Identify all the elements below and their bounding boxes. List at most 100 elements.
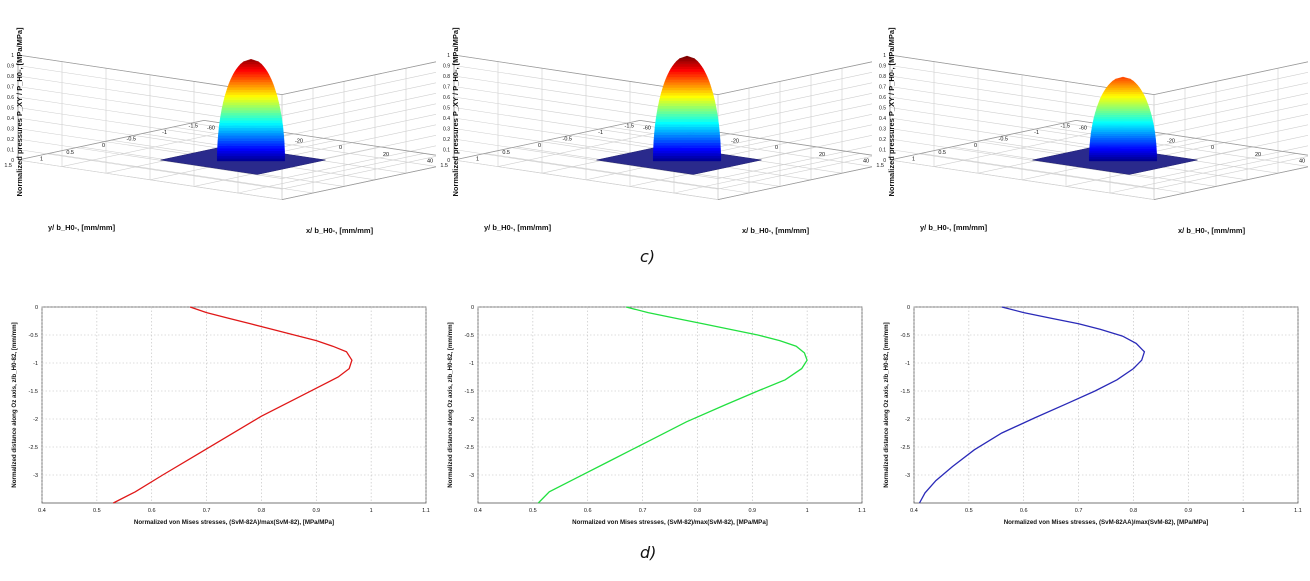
dome-band (655, 118, 719, 122)
dome-band (679, 55, 695, 59)
x-tick-label: -20 (1167, 139, 1175, 145)
y-tick-label: -0.5 (999, 137, 1008, 143)
dome-band (217, 135, 285, 139)
y-tick-label: -1.5 (1061, 123, 1070, 129)
dome-band (667, 71, 707, 75)
dome-band (1090, 131, 1156, 134)
x-tick-label: 0.4 (38, 508, 46, 514)
line-plot-1-canvas: 0.4 0.5 0.6 0.7 0.8 0.9 1 1.1 0 -0.5 -1 -1.5 -2 -2.5 -… (11, 305, 430, 526)
z-tick-label: 0.9 (7, 64, 14, 70)
z-tick-label: 0.9 (879, 64, 886, 70)
y-tick-label: -0.5 (465, 333, 474, 339)
y-tick-label: -1.5 (465, 389, 474, 395)
x-tick-label: 0 (775, 145, 778, 151)
z-tick-label: 0.8 (7, 74, 14, 80)
y-tick-label: -2.5 (901, 445, 910, 451)
dome-band (658, 100, 716, 104)
y-tick-label: 0.5 (66, 150, 74, 156)
x-tick-label: 1 (370, 508, 373, 514)
x-tick-label: 0.6 (1020, 508, 1028, 514)
x-axis-label: x/ b_H0-, [mm/mm] (742, 226, 810, 235)
dome-band (659, 95, 715, 99)
y-tick-label: 1 (40, 156, 43, 162)
x-tick-label: 0.8 (1130, 508, 1138, 514)
x-tick-label: 0.5 (965, 508, 973, 514)
dome-band (1104, 87, 1142, 90)
dome-band (1107, 83, 1139, 86)
x-tick-label: 0.9 (1184, 508, 1192, 514)
z-tick-label: 0.3 (879, 127, 886, 133)
y-axis-label: y/ b_H0-, [mm/mm] (48, 223, 116, 232)
y-tick-label: -1.5 (901, 389, 910, 395)
dome-band (223, 97, 279, 101)
axis-edge (889, 120, 1077, 161)
y-tick-label: -1 (469, 361, 474, 367)
y-tick-label: -3 (469, 473, 474, 479)
dome-band (1103, 89, 1143, 92)
y-tick-label: -1.5 (625, 123, 634, 129)
dome-band (1095, 110, 1151, 113)
dome-band (1091, 129, 1155, 132)
z-tick-label: 0.3 (7, 127, 14, 133)
x-tick-label: 20 (1255, 152, 1261, 158)
axis-edge (1153, 61, 1308, 95)
dome-band (1096, 106, 1150, 109)
dome-band (1089, 146, 1157, 149)
x-tick-label: 0.4 (910, 508, 918, 514)
dome-band (234, 69, 268, 73)
dome-band (219, 120, 283, 124)
y-axis-label: Normalized distance along Oz axis, z/b_H… (11, 322, 18, 487)
dome-band (1089, 143, 1157, 147)
line-plot-axes: 0.4 0.5 0.6 0.7 0.8 0.9 1 1.1 0 -0.5 -1 -1.5 -2 -2.5 -… (883, 305, 1302, 526)
y-axis-label: Normalized distance along Oz axis, z/b_H… (447, 322, 454, 487)
dome-band (661, 89, 713, 94)
z-tick-label: 1 (883, 53, 886, 59)
z-tick-label: 0.6 (7, 95, 14, 101)
dome-band (653, 145, 721, 149)
y-tick-label: -2 (469, 417, 474, 423)
z-axis-label: Normalized pressures P_XY / P_H0-, [MPa/… (451, 27, 460, 197)
plot-frame (913, 306, 1299, 504)
axis-edge (1153, 166, 1308, 200)
z-tick-label: 0.6 (443, 95, 450, 101)
y-tick-label: 0 (35, 305, 38, 311)
line-plot-3-canvas: 0.4 0.5 0.6 0.7 0.8 0.9 1 1.1 0 -0.5 -1 -1.5 -2 -2.5 -… (883, 305, 1302, 526)
z-tick-label: 0.1 (443, 148, 450, 154)
dome-band (218, 132, 284, 136)
grid-line (920, 153, 1186, 194)
line-plot-axes: 0.4 0.5 0.6 0.7 0.8 0.9 1 1.1 0 -0.5 -1 -1.5 -2 -2.5 -… (447, 305, 866, 526)
z-tick-label: 0.2 (879, 137, 886, 143)
dome-band (1099, 97, 1147, 101)
axis-edge (281, 61, 436, 95)
dome-band (653, 147, 721, 151)
surface-axes: 00.10.20.30.40.50.60.70.80.91-60-40-2002… (4, 27, 436, 235)
dome-band (232, 71, 270, 75)
x-tick-label: 1 (1242, 508, 1245, 514)
dome-band (653, 139, 721, 143)
y-tick-label: -2.5 (29, 445, 38, 451)
y-axis-label: Normalized distance along Oz axis, z/b_H… (883, 322, 890, 487)
dome-band (657, 105, 717, 109)
dome-band (656, 113, 718, 117)
dome-band (226, 86, 276, 90)
dome-band (655, 121, 719, 125)
surface-plot-2: 00.10.20.30.40.50.60.70.80.91-60-40-2002… (436, 0, 872, 245)
dome-band (1094, 112, 1152, 116)
dome-band (652, 158, 721, 162)
dome-band (1089, 150, 1157, 153)
dome-band (221, 104, 281, 108)
dome-band (227, 84, 275, 88)
y-axis-label: y/ b_H0-, [mm/mm] (920, 223, 988, 232)
dome-band (220, 114, 282, 118)
surface-axes: 00.10.20.30.40.50.60.70.80.91-60-40-2002… (440, 27, 872, 235)
dome-band (659, 97, 715, 101)
dome-band (654, 131, 720, 136)
dome-band (1093, 118, 1153, 122)
dome-band (217, 140, 285, 144)
x-tick-label: 0.7 (639, 508, 647, 514)
dome-band (1091, 125, 1155, 128)
z-tick-label: 0.7 (7, 85, 14, 91)
x-tick-label: -60 (207, 125, 215, 131)
y-tick-label: 1 (912, 156, 915, 162)
dome-band (1093, 116, 1153, 120)
